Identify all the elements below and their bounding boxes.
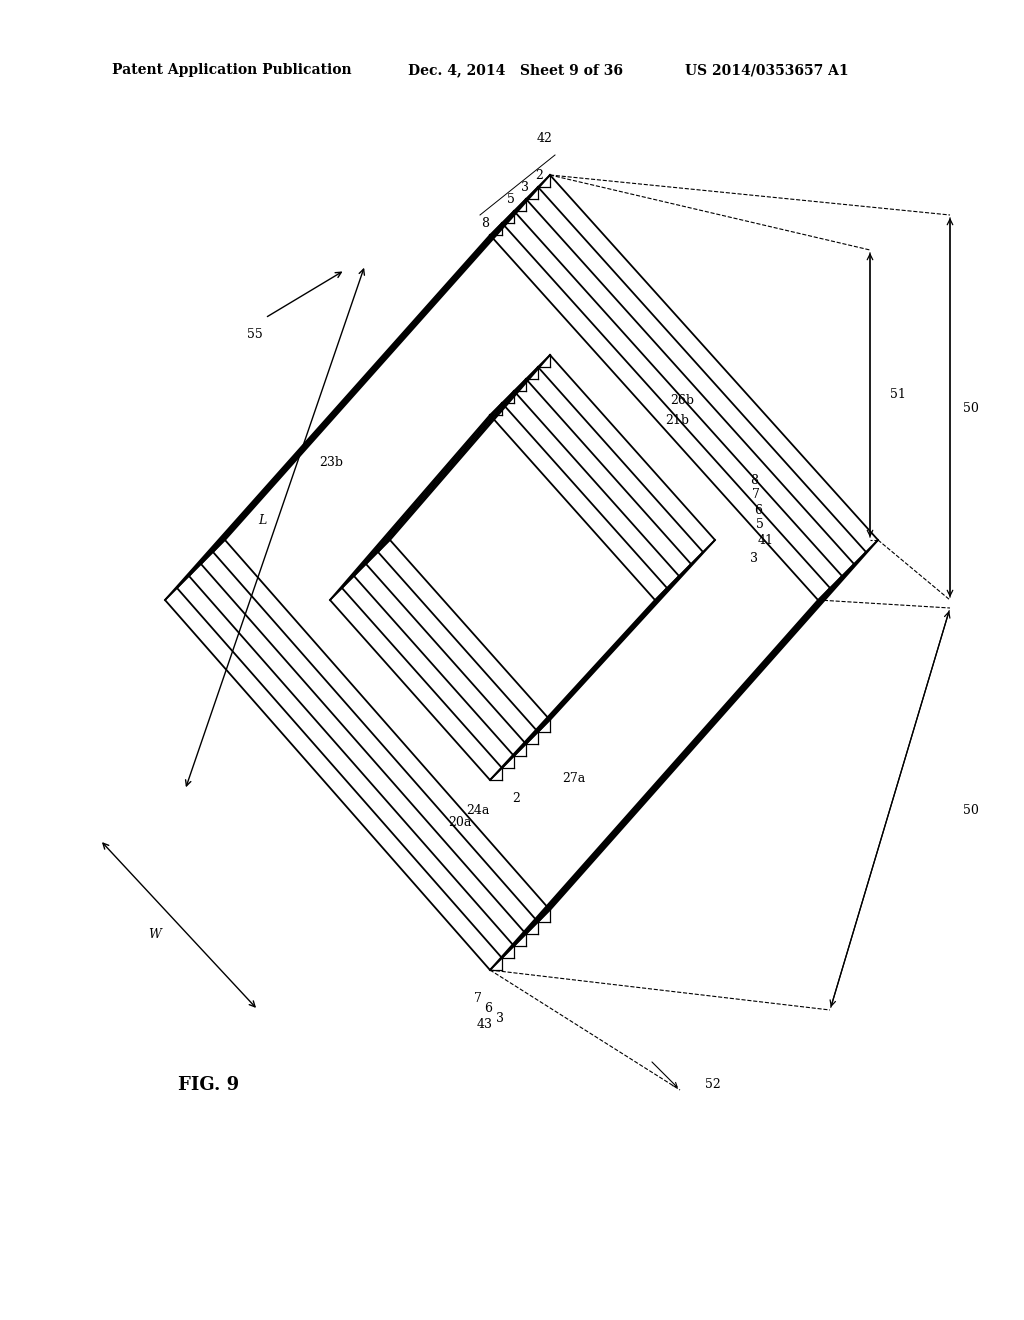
Text: 5: 5	[507, 193, 515, 206]
Text: 43: 43	[477, 1019, 493, 1031]
Text: 3: 3	[750, 552, 758, 565]
Text: 26b: 26b	[670, 393, 694, 407]
Text: 8: 8	[750, 474, 758, 487]
Text: 41: 41	[758, 533, 774, 546]
Text: 7: 7	[752, 488, 760, 502]
Text: 24a: 24a	[467, 804, 490, 817]
Text: 6: 6	[754, 503, 762, 516]
Text: 55: 55	[247, 329, 263, 342]
Text: 2: 2	[536, 169, 543, 182]
Text: 3: 3	[521, 181, 529, 194]
Text: 50: 50	[963, 804, 979, 817]
Text: 8: 8	[481, 216, 489, 230]
Text: 52: 52	[705, 1078, 721, 1092]
Text: 20a: 20a	[449, 817, 472, 829]
Text: 27a: 27a	[562, 771, 586, 784]
Text: 51: 51	[890, 388, 906, 401]
Text: 3: 3	[496, 1011, 504, 1024]
Text: 5: 5	[756, 519, 764, 532]
Text: 2: 2	[512, 792, 520, 804]
Text: FIG. 9: FIG. 9	[178, 1076, 240, 1094]
Text: 50: 50	[963, 401, 979, 414]
Text: US 2014/0353657 A1: US 2014/0353657 A1	[685, 63, 849, 77]
Text: 6: 6	[484, 1002, 492, 1015]
Text: Patent Application Publication: Patent Application Publication	[112, 63, 351, 77]
Text: W: W	[148, 928, 162, 941]
Text: 7: 7	[474, 991, 482, 1005]
Text: 21b: 21b	[665, 413, 689, 426]
Text: L: L	[258, 513, 266, 527]
Text: Dec. 4, 2014   Sheet 9 of 36: Dec. 4, 2014 Sheet 9 of 36	[408, 63, 623, 77]
Text: 42: 42	[537, 132, 553, 145]
Text: 23b: 23b	[319, 455, 343, 469]
